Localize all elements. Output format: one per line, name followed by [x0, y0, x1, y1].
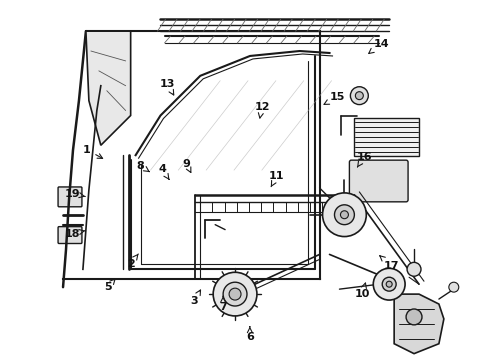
Text: 7: 7 [219, 296, 227, 312]
Circle shape [373, 268, 405, 300]
FancyBboxPatch shape [349, 160, 408, 202]
Circle shape [382, 277, 396, 291]
Circle shape [449, 282, 459, 292]
Circle shape [406, 309, 422, 325]
Circle shape [223, 282, 247, 306]
Circle shape [355, 92, 363, 100]
FancyBboxPatch shape [58, 187, 82, 207]
Text: 10: 10 [354, 283, 369, 299]
Text: 17: 17 [380, 256, 399, 271]
Text: 11: 11 [269, 171, 284, 187]
Text: 4: 4 [158, 164, 169, 179]
Text: 1: 1 [83, 145, 102, 158]
Text: 16: 16 [357, 152, 372, 167]
Text: 14: 14 [368, 39, 389, 54]
Polygon shape [394, 294, 444, 354]
Text: 13: 13 [159, 78, 175, 95]
Circle shape [322, 193, 367, 237]
FancyBboxPatch shape [58, 227, 82, 243]
Circle shape [386, 281, 392, 287]
Text: 18: 18 [64, 229, 85, 239]
Text: 8: 8 [136, 161, 149, 172]
Text: 12: 12 [254, 102, 270, 118]
Circle shape [335, 205, 354, 225]
Circle shape [350, 87, 368, 105]
Text: 15: 15 [324, 92, 345, 104]
Circle shape [229, 288, 241, 300]
Circle shape [341, 211, 348, 219]
Circle shape [407, 262, 421, 276]
Text: 9: 9 [183, 159, 191, 172]
Text: 5: 5 [104, 279, 115, 292]
Text: 6: 6 [246, 327, 254, 342]
Text: 2: 2 [126, 254, 138, 269]
Circle shape [213, 272, 257, 316]
Bar [354, 118, 419, 156]
Polygon shape [86, 31, 131, 145]
Text: 19: 19 [64, 189, 85, 199]
Text: 3: 3 [190, 290, 200, 306]
